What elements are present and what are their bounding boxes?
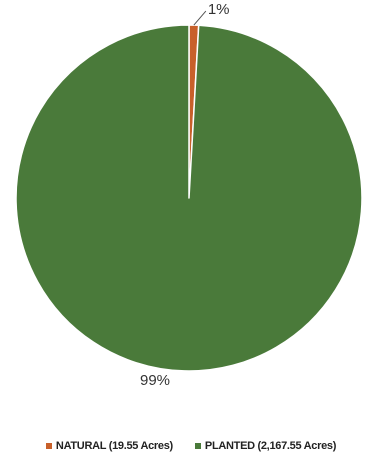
legend-label-planted: PLANTED (2,167.55 Acres) <box>204 440 337 452</box>
leader-line-natural <box>193 10 207 26</box>
pie-slices <box>15 24 363 372</box>
legend-label-natural: NATURAL (19.55 Acres) <box>55 440 173 452</box>
pie-slice-planted <box>15 24 363 372</box>
legend-swatch-natural <box>45 443 52 449</box>
data-label-planted: 99% <box>140 372 170 389</box>
data-label-natural: 1% <box>208 1 230 18</box>
legend-item-planted: PLANTED (2,167.55 Acres) <box>194 440 337 452</box>
legend: NATURAL (19.55 Acres) PLANTED (2,167.55 … <box>0 440 382 452</box>
legend-swatch-planted <box>194 443 201 449</box>
legend-item-natural: NATURAL (19.55 Acres) <box>45 440 173 452</box>
